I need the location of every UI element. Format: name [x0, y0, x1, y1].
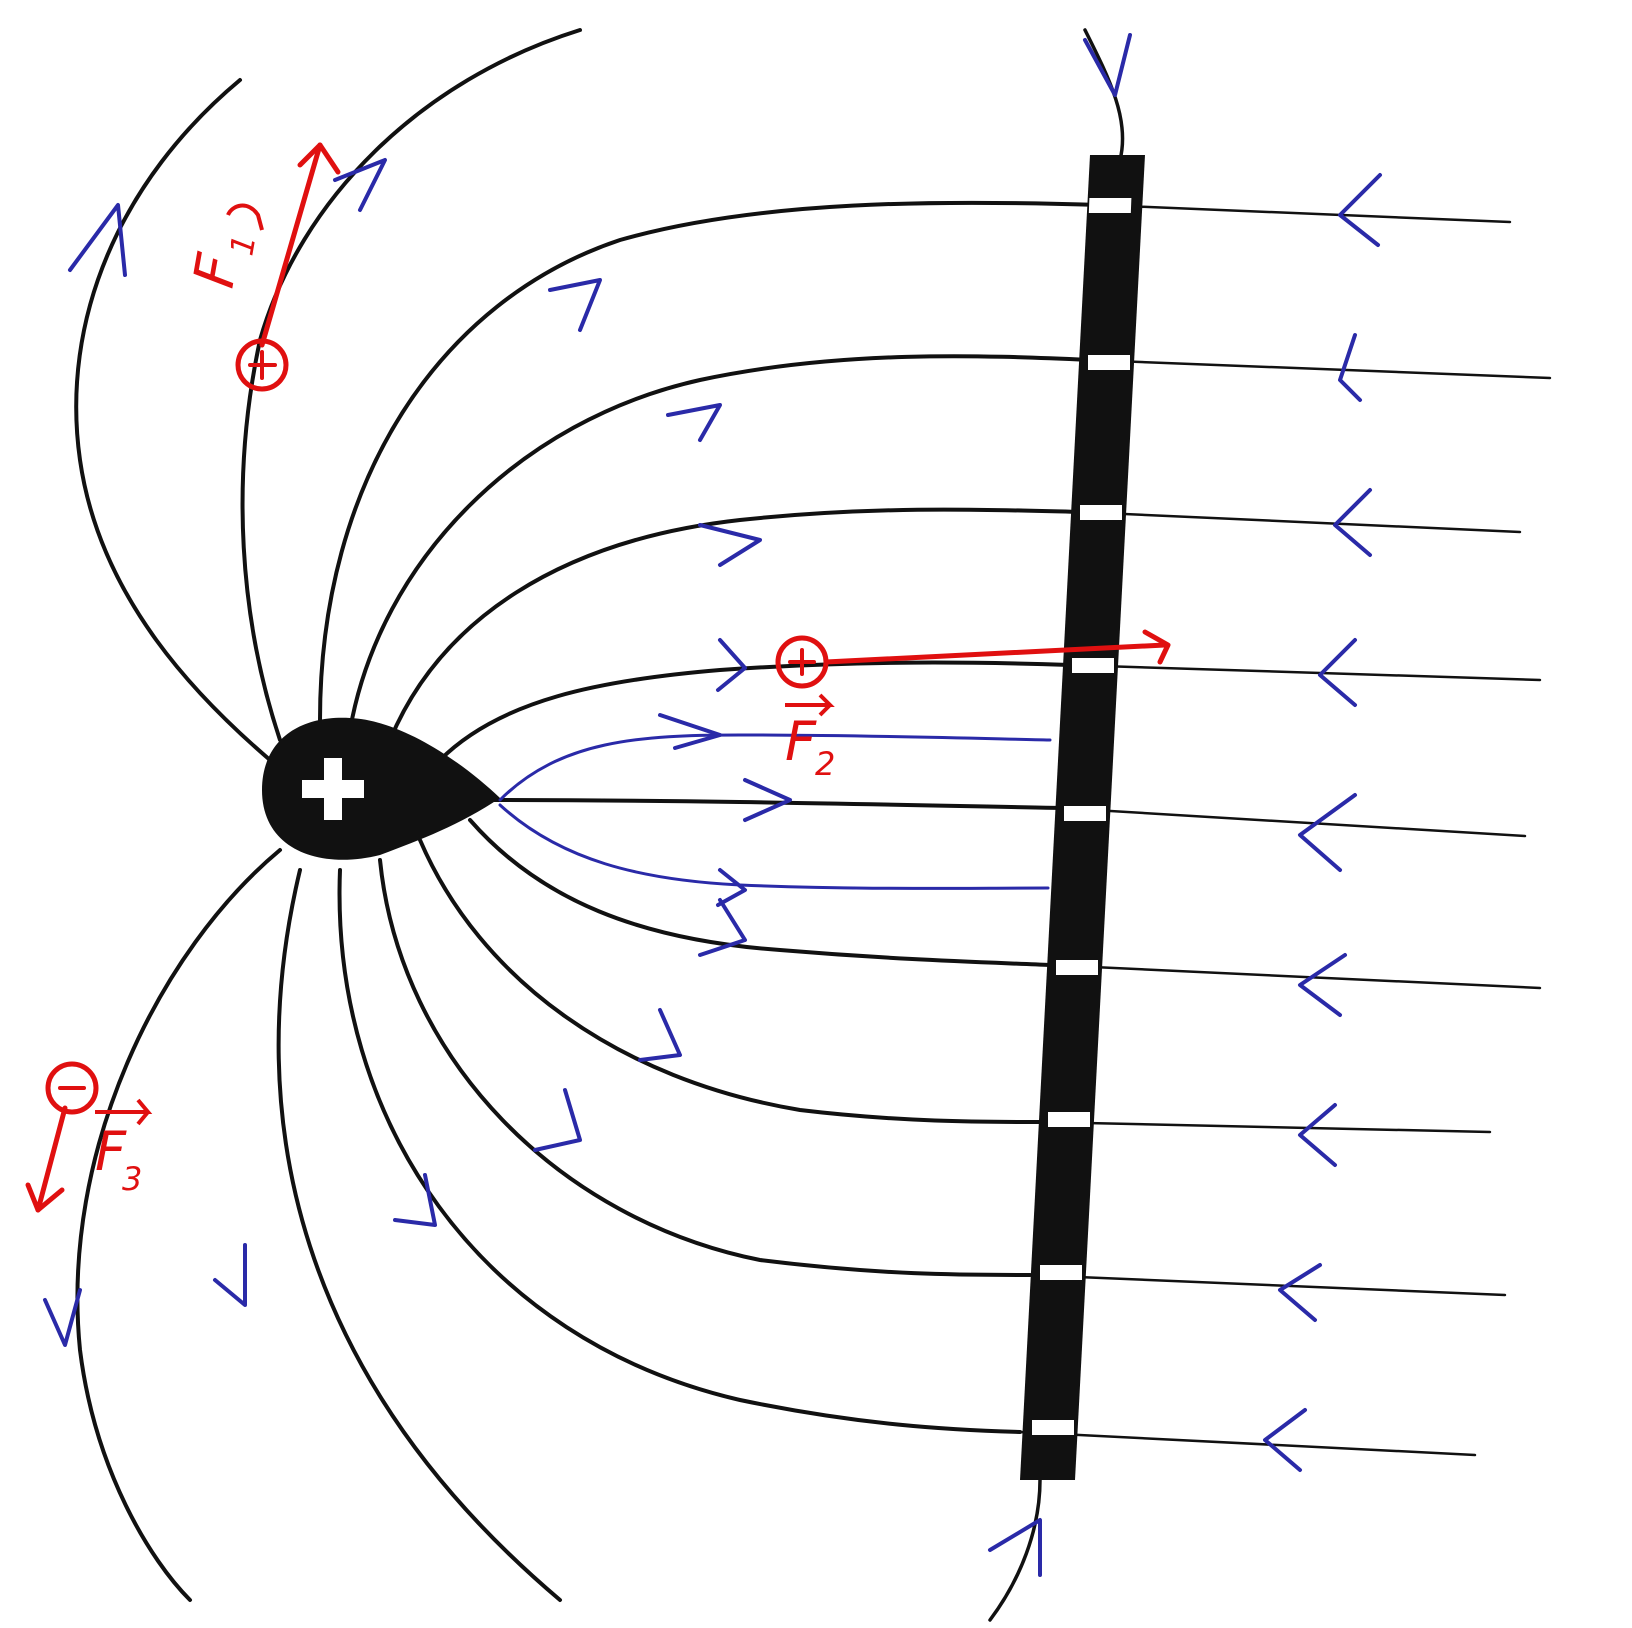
arrow-icon [1333, 488, 1372, 557]
arrow-icon [213, 1243, 247, 1307]
force-arrow-1 [259, 142, 323, 348]
arrow-head-icon [1142, 629, 1171, 665]
force-subscript: 1 [222, 232, 263, 259]
arrow-icon [743, 778, 792, 822]
vector-arrow-icon [226, 203, 264, 231]
field-line [1068, 663, 1542, 682]
arrow-icon [533, 1088, 582, 1152]
field-line [1083, 28, 1125, 162]
arrow-icon [1298, 1103, 1337, 1167]
test-charges [25, 142, 1171, 1213]
arrow-icon [666, 403, 722, 442]
field-line [318, 200, 1102, 722]
arrow-icon [1083, 33, 1132, 97]
field-line [988, 1478, 1042, 1622]
field-line [488, 798, 1062, 810]
plus-horizontal [302, 780, 364, 798]
field-line [438, 660, 1072, 762]
arrow-icon [393, 1173, 437, 1227]
arrow-icon [716, 638, 747, 692]
field-line [1028, 1273, 1507, 1297]
arrow-icon [988, 1518, 1042, 1577]
arrow-icon [1298, 793, 1357, 872]
arrow-icon [1338, 333, 1362, 402]
force-arrow-3 [35, 1105, 68, 1213]
arrow-head-icon [297, 142, 341, 175]
vector-arrow-icon [95, 1098, 153, 1126]
field-line [74, 78, 272, 762]
field-line [240, 28, 582, 742]
field-line [1078, 510, 1522, 534]
field-line [1038, 1120, 1492, 1134]
plate-gaps [1032, 198, 1132, 1435]
force-subscript-3: 3 [122, 1160, 142, 1198]
plus-sign-icon [248, 350, 277, 380]
arrow-icon [68, 203, 127, 277]
field-line [378, 858, 1032, 1277]
field-line [1098, 203, 1512, 224]
field-line [418, 838, 1042, 1124]
arrow-icon [1263, 1408, 1307, 1472]
field-line-highlight [498, 803, 1050, 890]
field-line [468, 818, 1052, 967]
field-line [348, 354, 1092, 732]
arrow-icon [716, 868, 747, 907]
arrow-icon [1318, 638, 1357, 707]
force-label-3: F [95, 1120, 127, 1183]
positive-charge: + [262, 717, 500, 860]
field-line [1018, 1430, 1477, 1457]
field-line [1048, 963, 1542, 990]
arrow-icon [1298, 953, 1347, 1017]
arrow-head-icon [25, 1182, 65, 1213]
force-label-2: F [785, 710, 817, 773]
field-line [337, 868, 1022, 1434]
field-line [1088, 358, 1552, 380]
arrow-icon [1278, 1263, 1322, 1322]
field-line [75, 848, 282, 1602]
arrow-icon [548, 278, 602, 332]
force-subscript-2: 2 [815, 745, 835, 783]
test-charge-3 [45, 1061, 99, 1115]
field-line [1058, 806, 1527, 838]
charge-blob [262, 717, 500, 860]
field-line [388, 507, 1082, 742]
arrow-icon [1338, 173, 1382, 247]
arrow-icon [333, 158, 387, 212]
force-label-1: F 1 [182, 232, 264, 293]
field-line-highlight [498, 733, 1052, 802]
vector-arrow-icon [785, 693, 835, 717]
arrow-icon [698, 898, 747, 957]
field-lines [74, 28, 1102, 1602]
arrow-icon [43, 1288, 82, 1347]
field-line [276, 868, 562, 1602]
arrow-icon [698, 523, 762, 567]
arrow-icon [658, 713, 722, 750]
right-field-lines [988, 28, 1552, 1622]
force-arrow-2 [823, 642, 1168, 665]
direction-arrows [43, 33, 1382, 1577]
arrow-icon [638, 1008, 682, 1062]
charged-plate [1020, 155, 1145, 1480]
plus-sign-icon [788, 648, 816, 676]
